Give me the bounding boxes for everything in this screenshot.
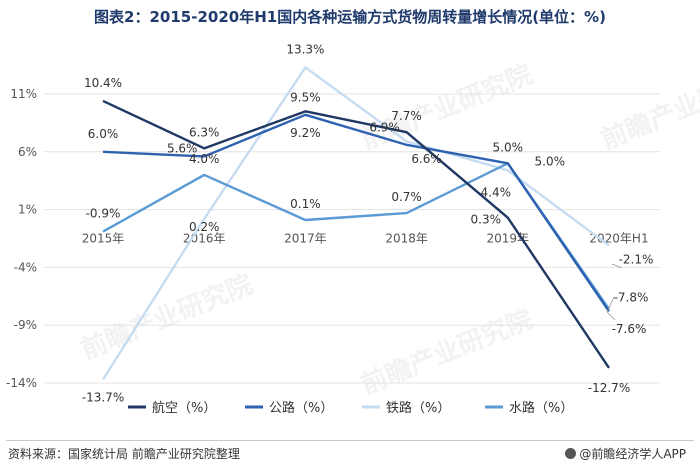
- data-label: 5.6%: [167, 141, 198, 155]
- data-label: 7.7%: [391, 109, 422, 123]
- x-category-label: 2017年: [284, 232, 327, 246]
- data-label: 0.3%: [471, 213, 502, 227]
- data-label: -7.6%: [612, 322, 647, 336]
- legend-label: 航空（%）: [152, 400, 216, 416]
- y-tick-label: -4%: [14, 260, 37, 274]
- brand-logo-icon: [565, 448, 577, 459]
- brand-credit: @前瞻经济学人APP: [565, 445, 686, 462]
- data-label: 10.4%: [84, 76, 122, 90]
- data-label: -0.9%: [86, 207, 121, 221]
- y-axis-ticks: 11% 6% 1% -4% -9% -14%: [6, 87, 37, 390]
- watermark-text: 前瞻产业研究院: [357, 304, 537, 401]
- y-tick-label: -9%: [14, 318, 37, 332]
- label-leader-line: [606, 311, 616, 321]
- x-category-label: 2015年: [82, 232, 125, 246]
- data-label: 6.9%: [369, 120, 400, 134]
- data-label: 6.3%: [189, 125, 220, 139]
- y-tick-label: 1%: [18, 203, 37, 217]
- label-leader-line: [606, 296, 615, 313]
- gridlines: [44, 93, 660, 384]
- series-line: [102, 162, 610, 310]
- legend: 航空（%） 公路（%） 铁路（%） 水路（%）: [128, 400, 573, 416]
- series-line: [102, 99, 610, 369]
- source-note: 资料来源：国家统计局 前瞻产业研究院整理: [8, 447, 240, 461]
- data-label: 0.2%: [189, 220, 220, 234]
- data-label: 9.2%: [290, 126, 321, 140]
- data-label: 4.0%: [189, 152, 220, 166]
- data-labels: 10.4% 6.3% 9.5% 7.7% 0.3% -12.7% 6.0% 5.6% 9.2% 6…: [82, 42, 654, 404]
- watermark-text: 前瞻产业研究院: [597, 59, 700, 156]
- y-tick-label: -14%: [6, 376, 37, 390]
- data-label: -7.8%: [614, 290, 649, 304]
- series-line: [101, 66, 610, 381]
- brand-text: @前瞻经济学人APP: [579, 447, 686, 461]
- data-label: 0.1%: [290, 197, 321, 211]
- chart-title: 图表2：2015-2020年H1国内各种运输方式货物周转量增长情况(单位：%): [94, 8, 606, 26]
- label-leader-line: [611, 263, 623, 269]
- watermark-text: 前瞻产业研究院: [77, 269, 257, 366]
- data-label: 0.7%: [391, 190, 422, 204]
- data-label: 5.0%: [493, 140, 524, 154]
- data-label: -2.1%: [619, 252, 654, 266]
- y-tick-label: 6%: [18, 145, 37, 159]
- series-lines: [101, 66, 610, 381]
- footer-divider: [6, 440, 694, 441]
- series-line: [102, 113, 610, 313]
- footer: 资料来源：国家统计局 前瞻产业研究院整理 @前瞻经济学人APP: [0, 440, 700, 471]
- data-label: -13.7%: [82, 391, 124, 405]
- data-label: 6.0%: [88, 127, 119, 141]
- x-category-label: 2018年: [385, 232, 428, 246]
- data-label: 6.6%: [411, 152, 442, 166]
- data-label: 5.0%: [535, 154, 566, 168]
- data-label: 4.4%: [481, 185, 512, 199]
- legend-label: 水路（%）: [509, 400, 573, 416]
- y-tick-label: 11%: [10, 87, 37, 101]
- legend-label: 公路（%）: [269, 400, 333, 416]
- data-label: 13.3%: [286, 42, 324, 56]
- data-label: -12.7%: [588, 381, 630, 395]
- data-label: 9.5%: [290, 90, 321, 104]
- legend-label: 铁路（%）: [386, 400, 450, 416]
